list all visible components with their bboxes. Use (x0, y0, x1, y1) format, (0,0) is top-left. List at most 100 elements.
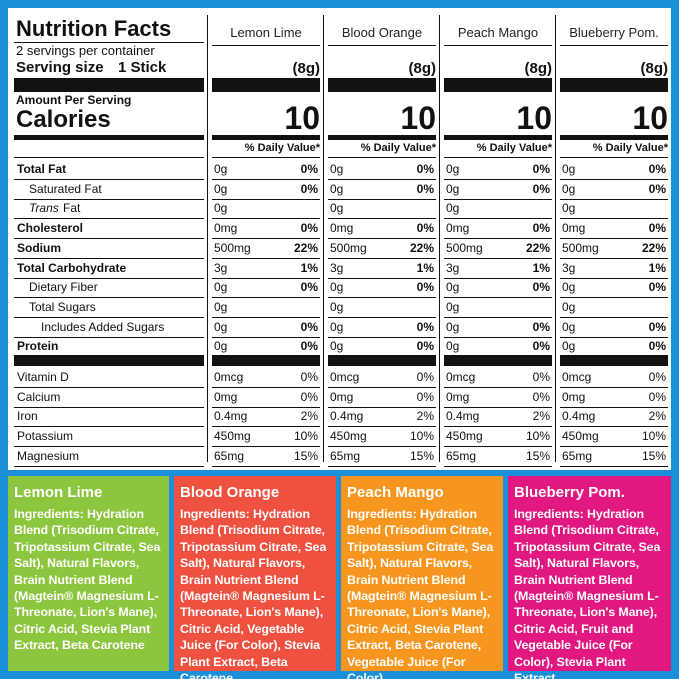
amount: 0g (330, 181, 344, 196)
daily-value: 1% (648, 260, 666, 275)
servings: 2 servings per container (16, 43, 155, 58)
calories-label: Calories (16, 106, 111, 133)
amount: 0g (446, 280, 460, 295)
amount-label: Amount Per Serving (16, 93, 132, 107)
rule (328, 257, 436, 259)
amount: 65mg (446, 448, 477, 463)
amount: 0g (446, 162, 460, 176)
amount: 500mg (446, 240, 483, 255)
amount: 450mg (214, 429, 251, 444)
rule (14, 157, 204, 158)
daily-value: 22% (293, 240, 318, 255)
amount: 0g (446, 201, 460, 216)
calories: 10 (632, 100, 668, 136)
rule (560, 406, 668, 408)
rule (212, 135, 320, 140)
rule (14, 297, 204, 299)
daily-value: 10% (525, 429, 550, 444)
rule (14, 218, 204, 220)
amount: 0g (562, 162, 576, 176)
daily-value: 1% (300, 260, 318, 275)
rule (560, 238, 668, 240)
rule (444, 406, 552, 408)
daily-value: 0% (648, 162, 666, 176)
rule (560, 135, 668, 140)
amount: 0g (214, 299, 228, 314)
nutrient-label: Potassium (17, 429, 74, 444)
rule (328, 297, 436, 299)
amount: 0g (330, 299, 344, 314)
daily-value: 22% (409, 240, 434, 255)
daily-value: 0% (416, 181, 434, 196)
nutrient-label: Protein (17, 339, 59, 354)
rule (444, 387, 552, 388)
amount: 0g (562, 181, 576, 196)
rule (444, 355, 552, 366)
daily-value: 2% (416, 409, 434, 424)
amount: 0mg (330, 389, 354, 404)
rule (14, 78, 204, 92)
product-name: Peach Mango (457, 25, 539, 40)
daily-value: 15% (409, 448, 434, 463)
daily-value: 0% (648, 181, 666, 196)
amount: 0g (214, 339, 228, 354)
daily-value: 0% (300, 370, 318, 384)
amount: 0.4mg (562, 409, 596, 424)
rule (444, 238, 552, 240)
rule (444, 218, 552, 220)
rule (14, 179, 204, 180)
daily-value: 10% (409, 429, 434, 444)
daily-value: 1% (416, 260, 434, 275)
amount: 3g (214, 260, 228, 275)
rule (328, 355, 436, 366)
rule (444, 257, 552, 259)
daily-value: 0% (532, 389, 550, 404)
rule (444, 157, 552, 158)
ingredient-title: Blueberry Pom. (514, 484, 625, 501)
daily-value: 0% (300, 280, 318, 295)
rule (14, 316, 204, 318)
nutrient-label: Fat (63, 201, 81, 216)
rule (328, 316, 436, 318)
rule (560, 355, 668, 366)
rule (328, 446, 436, 448)
daily-value: 0% (532, 162, 550, 176)
rule (14, 406, 204, 408)
rule (444, 316, 552, 318)
ingredient-box: Lemon Lime Ingredients: Hydration Blend (… (8, 476, 169, 671)
nutrient-label: Calcium (17, 389, 61, 404)
rule (323, 15, 324, 462)
rule (328, 336, 436, 338)
calories: 10 (400, 100, 436, 136)
rule (14, 238, 204, 240)
amount: 450mg (446, 429, 483, 444)
daily-value: 15% (641, 448, 666, 463)
nutrient-label: Includes Added Sugars (41, 319, 165, 334)
rule (14, 426, 204, 428)
ingredient-text: Ingredients: Hydration Blend (Trisodium … (514, 507, 661, 679)
rule (212, 179, 320, 180)
nutrient-label: Iron (17, 409, 38, 424)
serving-size-label: Serving size (16, 59, 104, 76)
rule (444, 277, 552, 279)
nutrient-label: Total Carbohydrate (17, 260, 127, 275)
amount: 0g (446, 319, 460, 334)
amount: 0g (446, 181, 460, 196)
amount: 3g (330, 260, 344, 275)
rule (14, 135, 204, 140)
amount: 0g (562, 299, 576, 314)
daily-value: 0% (648, 370, 666, 384)
rule (212, 316, 320, 318)
rule (212, 218, 320, 220)
ingredient-box: Blueberry Pom. Ingredients: Hydration Ble… (508, 476, 671, 679)
daily-value: 0% (648, 319, 666, 334)
amount: 0g (214, 201, 228, 216)
rule (14, 355, 204, 366)
amount: 450mg (330, 429, 367, 444)
daily-value: 0% (648, 221, 666, 236)
amount: 0mg (446, 221, 470, 236)
rule (560, 157, 668, 158)
daily-value-label: % Daily Value* (476, 142, 552, 154)
daily-value: 2% (300, 409, 318, 424)
